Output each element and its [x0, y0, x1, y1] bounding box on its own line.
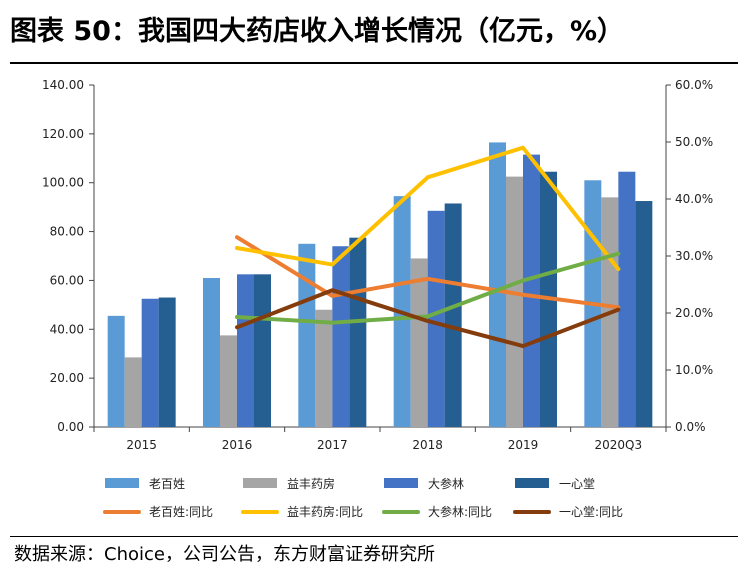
legend-label: 益丰药房:同比 [287, 504, 363, 519]
right-tick-label: 0.0% [675, 420, 706, 434]
legend-label: 一心堂:同比 [559, 505, 623, 519]
bar [203, 277, 220, 427]
chart-canvas: 0.00 20.00 40.00 60.00 80.00 100.00 120.00 140.… [42, 78, 713, 519]
right-tick-label: 40.0% [675, 192, 713, 206]
series-line [235, 235, 621, 310]
chart-title: 图表 50：我国四大药店收入增长情况（亿元，%） [10, 16, 625, 47]
x-tick-label: 2019 [508, 438, 539, 452]
tick-layer: 0.00 20.00 40.00 60.00 80.00 100.00 120.00 140.… [42, 78, 713, 452]
bar [158, 297, 176, 427]
left-tick-label: 80.00 [50, 225, 84, 239]
bar [349, 237, 367, 427]
right-tick-label: 20.0% [675, 306, 713, 320]
legend-label: 老百姓:同比 [149, 505, 213, 519]
chart-axes [89, 84, 671, 432]
bar [444, 203, 462, 427]
bar [489, 142, 506, 427]
legend-swatch [515, 478, 549, 488]
bar [124, 357, 142, 427]
right-tick-label: 30.0% [675, 249, 713, 263]
bar [141, 298, 159, 427]
right-tick-label: 50.0% [675, 135, 713, 149]
bar [635, 201, 653, 427]
left-tick-label: 140.00 [42, 78, 84, 92]
bar [618, 171, 636, 427]
legend-swatch [384, 478, 418, 488]
legend-label: 一心堂 [559, 477, 595, 491]
bar [410, 258, 428, 427]
right-tick-label: 10.0% [675, 363, 713, 377]
series-line [235, 288, 621, 349]
source-note: 数据来源：Choice，公司公告，东方财富证券研究所 [14, 544, 435, 565]
x-tick-label: 2017 [317, 438, 348, 452]
series-line [235, 251, 621, 325]
title-rule [10, 62, 738, 64]
bar [237, 274, 254, 427]
legend-swatch [105, 478, 139, 488]
legend-label: 益丰药房 [287, 476, 335, 491]
line-layer [235, 145, 621, 349]
bar [107, 315, 125, 427]
bar [315, 309, 333, 427]
x-tick-label: 2020Q3 [595, 438, 643, 452]
bar-layer [107, 142, 653, 427]
series-line [235, 145, 621, 272]
bar [220, 335, 237, 427]
bar [506, 176, 523, 427]
left-tick-label: 100.00 [42, 176, 84, 190]
bar [332, 246, 350, 427]
x-tick-label: 2018 [412, 438, 443, 452]
left-tick-label: 20.00 [50, 371, 84, 385]
right-tick-label: 60.0% [675, 78, 713, 92]
bar [523, 154, 540, 427]
bar [298, 243, 316, 427]
left-tick-label: 60.00 [50, 273, 84, 287]
legend-label: 老百姓 [149, 477, 185, 491]
legend-label: 大参林 [428, 476, 464, 491]
bar [427, 210, 445, 427]
x-tick-label: 2016 [222, 438, 253, 452]
x-tick-label: 2015 [126, 438, 157, 452]
left-tick-label: 40.00 [50, 322, 84, 336]
legend-label: 大参林:同比 [428, 504, 492, 519]
source-rule [10, 536, 738, 537]
left-tick-label: 0.00 [57, 420, 84, 434]
bar [254, 274, 271, 427]
left-tick-label: 120.00 [42, 127, 84, 141]
legend-swatch [243, 478, 277, 488]
